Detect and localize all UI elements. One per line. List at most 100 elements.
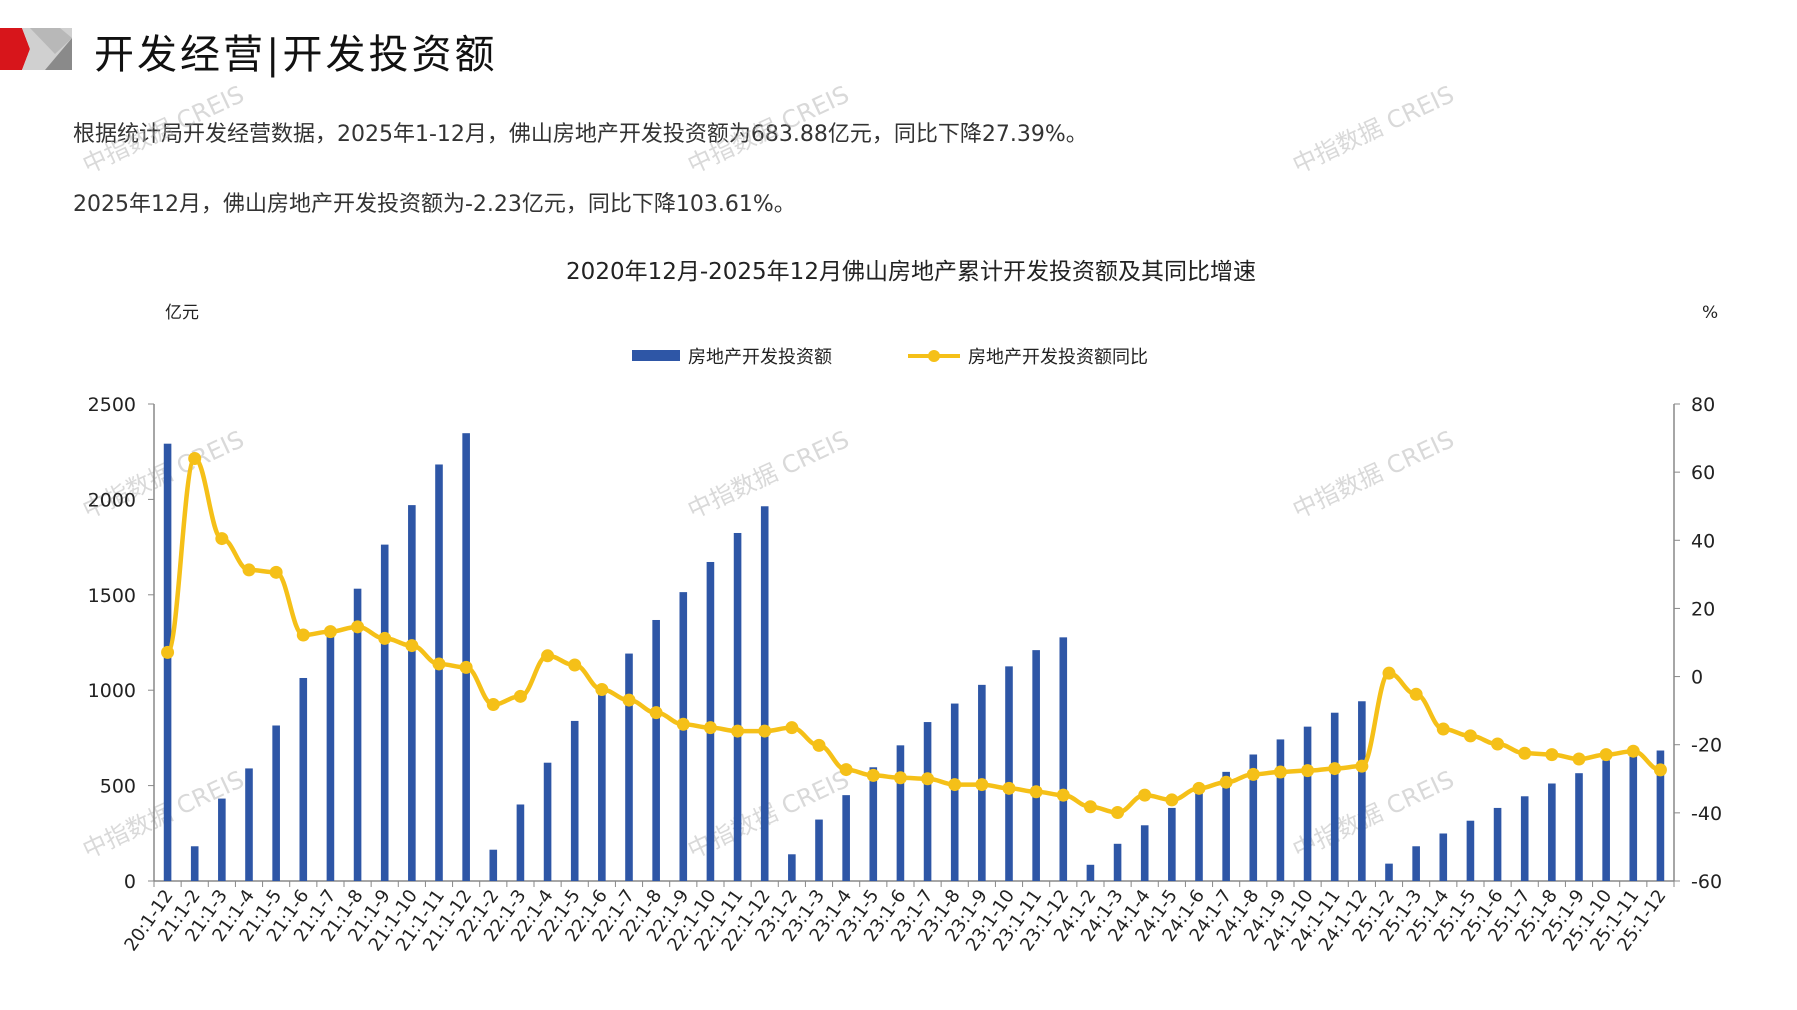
right-tick-label: 20 — [1691, 598, 1715, 620]
summary-line-2: 2025年12月，佛山房地产开发投资额为-2.23亿元，同比下降103.61%。 — [73, 192, 796, 217]
yoy-point — [703, 721, 717, 735]
bar — [245, 768, 253, 881]
yoy-point — [1301, 764, 1315, 778]
bar — [1222, 771, 1230, 881]
yoy-point — [866, 768, 880, 782]
yoy-point — [1382, 666, 1396, 680]
bar — [326, 633, 335, 881]
yoy-point — [649, 706, 663, 720]
bar — [760, 506, 769, 881]
yoy-line — [165, 456, 1661, 815]
yoy-point — [1111, 806, 1125, 820]
yoy-point — [1002, 781, 1016, 795]
bar — [733, 532, 742, 881]
left-tick-label: 1000 — [88, 680, 136, 702]
legend: 房地产开发投资额 房地产开发投资额同比 — [632, 347, 1148, 368]
left-tick-label: 2000 — [88, 489, 136, 511]
bar — [1520, 796, 1529, 881]
bar — [272, 725, 280, 881]
left-axis-unit: 亿元 — [165, 303, 199, 323]
bar — [788, 854, 796, 881]
bar — [1249, 754, 1258, 881]
bar — [1086, 864, 1095, 881]
right-axis-unit: % — [1702, 303, 1718, 323]
bar — [1195, 791, 1203, 881]
yoy-point — [1328, 762, 1342, 776]
bar — [353, 588, 362, 881]
yoy-point — [486, 698, 500, 712]
yoy-point — [1572, 752, 1586, 766]
yoy-point — [731, 724, 745, 738]
bar — [652, 619, 660, 881]
legend-line-label: 房地产开发投资额同比 — [968, 347, 1148, 368]
yoy-point — [1083, 800, 1097, 814]
summary-line-1: 根据统计局开发经营数据，2025年1-12月，佛山房地产开发投资额为683.88… — [73, 122, 1088, 147]
left-tick-label: 500 — [100, 776, 136, 798]
left-tick-label: 0 — [124, 871, 136, 893]
bar — [516, 804, 525, 881]
yoy-point — [622, 693, 636, 707]
bar — [625, 653, 633, 881]
right-tick-label: -40 — [1691, 803, 1722, 825]
yoy-point — [351, 620, 365, 634]
bar — [435, 464, 443, 881]
yoy-point — [1246, 767, 1260, 781]
bar — [815, 819, 823, 881]
bar — [1059, 637, 1068, 881]
right-tick-label: 80 — [1691, 394, 1715, 416]
chart-title: 2020年12月-2025年12月佛山房地产累计开发投资额及其同比增速 — [566, 259, 1256, 285]
right-tick-label: -20 — [1691, 735, 1722, 757]
bar — [842, 795, 850, 881]
bar — [1140, 825, 1149, 881]
bar — [1385, 863, 1393, 881]
yoy-point — [1273, 765, 1287, 779]
yoy-point — [378, 631, 392, 645]
bar — [380, 544, 389, 881]
yoy-point — [1545, 748, 1559, 762]
yoy-point — [1355, 759, 1369, 773]
bar — [679, 592, 688, 881]
bar — [1276, 739, 1285, 881]
yoy-point — [785, 721, 799, 735]
yoy-point — [513, 689, 527, 703]
yoy-point — [921, 772, 935, 786]
bar — [163, 443, 172, 881]
bar — [896, 745, 905, 881]
bar — [1005, 666, 1013, 881]
yoy-point — [432, 657, 446, 671]
yoy-point — [839, 763, 853, 777]
bar — [1439, 833, 1448, 881]
page-title: 开发经营|开发投资额 — [94, 32, 498, 78]
legend-bar-swatch — [632, 350, 680, 361]
bar — [1602, 760, 1610, 881]
left-tick-label: 2500 — [88, 394, 136, 416]
yoy-point — [1518, 746, 1532, 760]
yoy-point — [1599, 748, 1613, 762]
yoy-point — [323, 625, 337, 639]
bar — [1548, 783, 1556, 881]
yoy-point — [893, 771, 907, 785]
right-tick-label: -60 — [1691, 871, 1722, 893]
legend-line-marker — [928, 350, 940, 362]
yoy-point — [1653, 763, 1667, 777]
yoy-point — [459, 660, 473, 674]
bar — [1303, 726, 1312, 881]
yoy-point — [975, 778, 989, 792]
bar — [1032, 650, 1040, 881]
yoy-point — [215, 532, 229, 546]
bar — [1330, 712, 1339, 881]
bar — [1575, 773, 1583, 881]
yoy-point — [1219, 775, 1233, 789]
yoy-point — [405, 639, 419, 653]
yoy-point — [1626, 744, 1640, 758]
yoy-point — [1029, 785, 1043, 799]
bar — [950, 703, 959, 881]
bar — [1493, 807, 1502, 881]
bar — [598, 693, 606, 881]
yoy-point — [1165, 793, 1179, 807]
brand-logo — [0, 28, 72, 70]
left-tick-label: 1500 — [88, 585, 136, 607]
bar — [1412, 846, 1420, 881]
yoy-point — [812, 738, 826, 752]
